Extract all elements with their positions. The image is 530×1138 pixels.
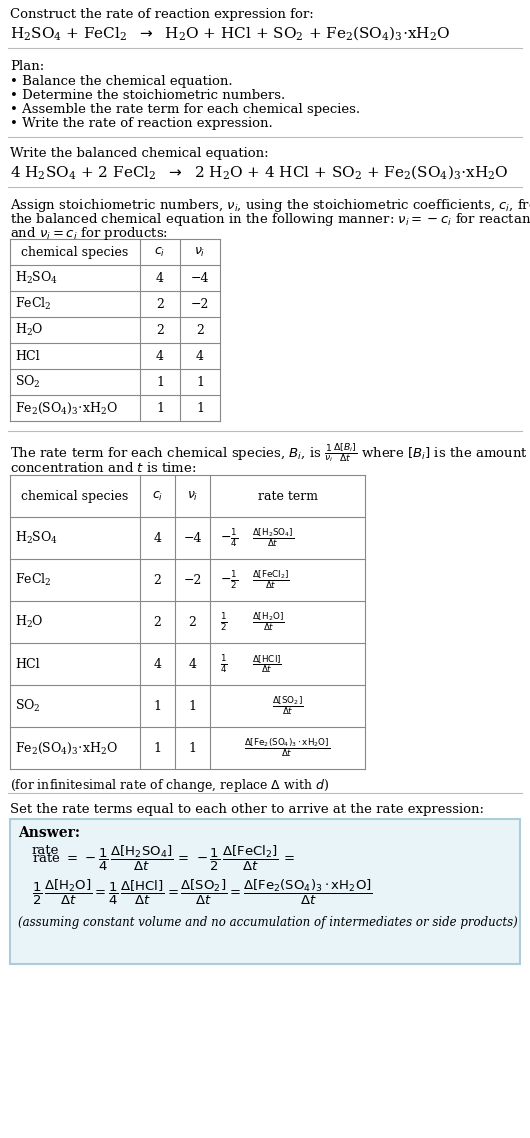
Text: 1: 1 (156, 402, 164, 414)
Text: $\frac{\Delta[\mathrm{Fe_2(SO_4)_3 \cdot xH_2O}]}{\Delta t}$: $\frac{\Delta[\mathrm{Fe_2(SO_4)_3 \cdot… (244, 736, 331, 759)
Text: $\frac{1}{4}$: $\frac{1}{4}$ (220, 653, 227, 675)
Text: $\mathregular{H_2O}$: $\mathregular{H_2O}$ (15, 322, 43, 338)
Text: Plan:: Plan: (10, 60, 44, 73)
Text: HCl: HCl (15, 658, 40, 670)
Text: (for infinitesimal rate of change, replace $\Delta$ with $d$): (for infinitesimal rate of change, repla… (10, 777, 329, 794)
Text: 4: 4 (189, 658, 197, 670)
Text: • Balance the chemical equation.: • Balance the chemical equation. (10, 75, 233, 88)
Text: HCl: HCl (15, 349, 40, 363)
Text: $\frac{\Delta[\mathrm{HCl}]}{\Delta t}$: $\frac{\Delta[\mathrm{HCl}]}{\Delta t}$ (252, 653, 282, 675)
Text: 1: 1 (189, 742, 197, 754)
Text: Assign stoichiometric numbers, $\nu_i$, using the stoichiometric coefficients, $: Assign stoichiometric numbers, $\nu_i$, … (10, 197, 530, 214)
Text: • Determine the stoichiometric numbers.: • Determine the stoichiometric numbers. (10, 89, 285, 102)
Text: 4 $\mathregular{H_2SO_4}$ + 2 $\mathregular{FeCl_2}$  $\rightarrow$  2 $\mathreg: 4 $\mathregular{H_2SO_4}$ + 2 $\mathregu… (10, 163, 508, 181)
Text: $-\frac{1}{4}$: $-\frac{1}{4}$ (220, 527, 238, 549)
Text: • Write the rate of reaction expression.: • Write the rate of reaction expression. (10, 117, 273, 130)
Text: $\frac{\Delta[\mathrm{SO_2}]}{\Delta t}$: $\frac{\Delta[\mathrm{SO_2}]}{\Delta t}$ (272, 694, 303, 717)
Text: $\frac{\Delta[\mathrm{H_2O}]}{\Delta t}$: $\frac{\Delta[\mathrm{H_2O}]}{\Delta t}$ (252, 611, 285, 634)
Text: 4: 4 (154, 658, 162, 670)
Text: concentration and $t$ is time:: concentration and $t$ is time: (10, 461, 197, 475)
Text: Construct the rate of reaction expression for:: Construct the rate of reaction expressio… (10, 8, 314, 20)
Text: $\mathregular{H_2SO_4}$: $\mathregular{H_2SO_4}$ (15, 530, 58, 546)
Text: $\mathregular{FeCl_2}$: $\mathregular{FeCl_2}$ (15, 296, 51, 312)
Text: $-\frac{1}{2}$: $-\frac{1}{2}$ (220, 569, 238, 591)
Text: 2: 2 (189, 616, 197, 628)
Text: (assuming constant volume and no accumulation of intermediates or side products): (assuming constant volume and no accumul… (18, 916, 518, 929)
Text: −4: −4 (191, 272, 209, 284)
Text: 2: 2 (154, 574, 162, 586)
Text: 4: 4 (154, 531, 162, 544)
Text: • Assemble the rate term for each chemical species.: • Assemble the rate term for each chemic… (10, 104, 360, 116)
Text: chemical species: chemical species (21, 246, 129, 258)
Text: $\mathregular{H_2SO_4}$: $\mathregular{H_2SO_4}$ (15, 270, 58, 286)
Text: rate term: rate term (258, 489, 317, 503)
Text: Answer:: Answer: (18, 826, 80, 840)
Text: chemical species: chemical species (21, 489, 129, 503)
Text: Write the balanced chemical equation:: Write the balanced chemical equation: (10, 147, 269, 160)
Text: $\nu_i$: $\nu_i$ (187, 489, 198, 503)
Text: $\mathregular{Fe_2(SO_4)_3}$$\mathregular{\cdot xH_2O}$: $\mathregular{Fe_2(SO_4)_3}$$\mathregula… (15, 401, 118, 415)
Text: 2: 2 (196, 323, 204, 337)
Text: −2: −2 (183, 574, 202, 586)
Text: 1: 1 (189, 700, 197, 712)
Text: $c_i$: $c_i$ (152, 489, 163, 503)
Text: 2: 2 (156, 297, 164, 311)
Text: 1: 1 (196, 376, 204, 388)
Text: $\frac{\Delta[\mathrm{FeCl_2}]}{\Delta t}$: $\frac{\Delta[\mathrm{FeCl_2}]}{\Delta t… (252, 569, 290, 592)
Text: $\mathregular{FeCl_2}$: $\mathregular{FeCl_2}$ (15, 572, 51, 588)
Text: $\mathregular{H_2SO_4}$ + $\mathregular{FeCl_2}$  $\rightarrow$  $\mathregular{H: $\mathregular{H_2SO_4}$ + $\mathregular{… (10, 24, 450, 42)
Text: $\dfrac{1}{2}\,\dfrac{\Delta[\mathrm{H_2O}]}{\Delta t}$$ = \dfrac{1}{4}\,\dfrac{: $\dfrac{1}{2}\,\dfrac{\Delta[\mathrm{H_2… (32, 879, 373, 907)
FancyBboxPatch shape (10, 819, 520, 964)
Text: $\frac{1}{2}$: $\frac{1}{2}$ (220, 611, 227, 633)
Text: 1: 1 (154, 700, 162, 712)
Text: 1: 1 (156, 376, 164, 388)
Text: 1: 1 (154, 742, 162, 754)
Text: 2: 2 (154, 616, 162, 628)
Text: 4: 4 (156, 272, 164, 284)
Text: $\mathregular{Fe_2(SO_4)_3}$$\mathregular{\cdot xH_2O}$: $\mathregular{Fe_2(SO_4)_3}$$\mathregula… (15, 741, 118, 756)
Text: 4: 4 (156, 349, 164, 363)
Text: rate: rate (32, 844, 59, 857)
Text: rate $= \,-\dfrac{1}{4}\,\dfrac{\Delta[\mathrm{H_2SO_4}]}{\Delta t}\, = \,-\dfra: rate $= \,-\dfrac{1}{4}\,\dfrac{\Delta[\… (32, 844, 295, 873)
Text: $\mathregular{H_2O}$: $\mathregular{H_2O}$ (15, 613, 43, 630)
Text: −4: −4 (183, 531, 202, 544)
Text: $\mathregular{SO_2}$: $\mathregular{SO_2}$ (15, 698, 41, 714)
Text: −2: −2 (191, 297, 209, 311)
Text: $c_i$: $c_i$ (154, 246, 166, 258)
Text: $\nu_i$: $\nu_i$ (195, 246, 206, 258)
Text: Set the rate terms equal to each other to arrive at the rate expression:: Set the rate terms equal to each other t… (10, 803, 484, 816)
Text: 2: 2 (156, 323, 164, 337)
Text: 1: 1 (196, 402, 204, 414)
Text: The rate term for each chemical species, $B_i$, is $\frac{1}{\nu_i}\frac{\Delta[: The rate term for each chemical species,… (10, 442, 528, 464)
Text: $\mathregular{SO_2}$: $\mathregular{SO_2}$ (15, 374, 41, 390)
Text: the balanced chemical equation in the following manner: $\nu_i = -c_i$ for react: the balanced chemical equation in the fo… (10, 211, 530, 228)
Text: 4: 4 (196, 349, 204, 363)
Text: and $\nu_i = c_i$ for products:: and $\nu_i = c_i$ for products: (10, 225, 168, 242)
Text: $\frac{\Delta[\mathrm{H_2SO_4}]}{\Delta t}$: $\frac{\Delta[\mathrm{H_2SO_4}]}{\Delta … (252, 527, 294, 550)
